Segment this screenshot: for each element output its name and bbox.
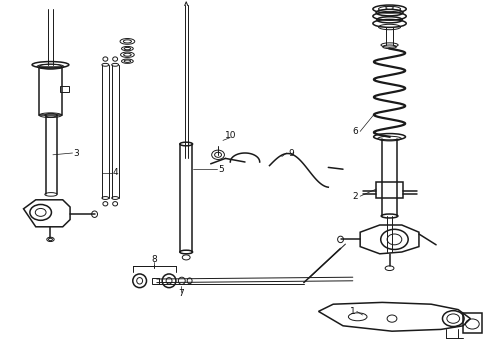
Text: 4: 4	[112, 168, 118, 177]
Bar	[39, 67, 62, 115]
Text: 5: 5	[219, 165, 224, 174]
Text: 2: 2	[352, 192, 358, 201]
Bar	[152, 278, 159, 284]
Text: 9: 9	[289, 149, 294, 158]
Bar	[60, 86, 69, 92]
Bar	[463, 313, 482, 333]
Text: 7: 7	[178, 289, 184, 298]
Text: 6: 6	[352, 127, 358, 136]
Text: 1: 1	[350, 307, 356, 316]
Bar	[376, 182, 403, 198]
Text: 10: 10	[224, 131, 236, 140]
Text: 8: 8	[151, 256, 157, 264]
Text: 3: 3	[73, 149, 79, 158]
